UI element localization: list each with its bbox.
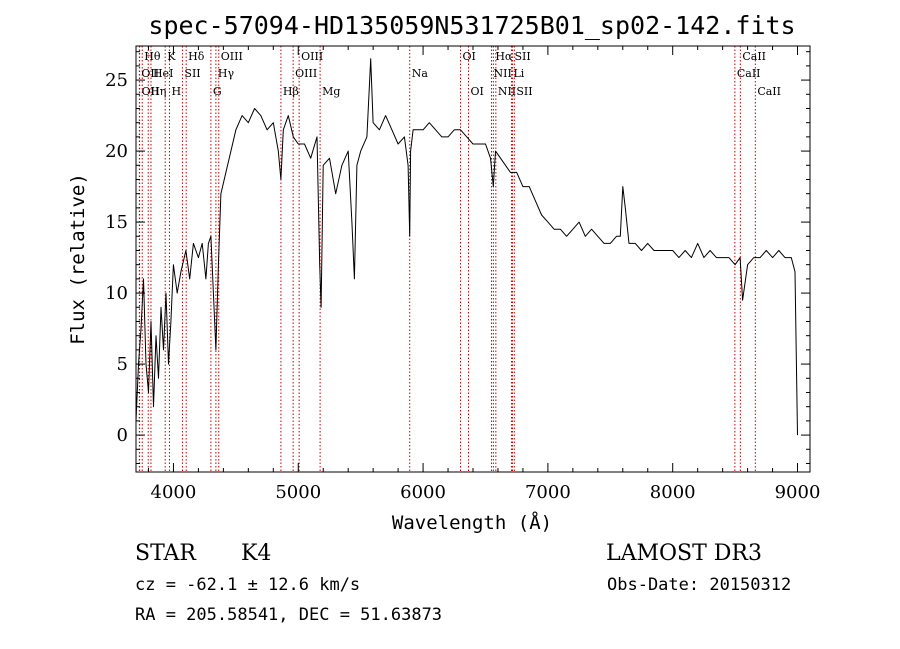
line-marker-label-16: Na (412, 67, 429, 80)
line-marker-label-17: OI (463, 50, 476, 63)
line-marker-label-25: CaII (737, 67, 761, 80)
spectrum-series-line (135, 58, 798, 436)
line-marker-label-4: HeI (153, 67, 173, 80)
y-tick-label: 15 (105, 212, 128, 233)
y-tick-label: 20 (105, 141, 128, 162)
line-marker-label-0: Hθ (144, 50, 161, 63)
line-marker-label-14: OIII (301, 50, 323, 63)
line-marker-label-27: CaII (757, 85, 781, 98)
y-axis-ticks: 0 5 10 15 20 25 (105, 51, 810, 464)
x-axis-ticks: 4000 5000 6000 7000 8000 9000 (147, 46, 821, 503)
line-marker-label-12: Hβ (283, 85, 299, 98)
observation-date: Obs-Date: 20150312 (607, 575, 791, 595)
line-marker-label-13: OIII (295, 67, 317, 80)
x-tick-label: 8000 (650, 482, 696, 503)
line-marker-label-24: SII (516, 85, 532, 98)
survey-name: LAMOST DR3 (606, 541, 762, 566)
line-marker-label-19: NII (493, 67, 511, 80)
line-marker-label-9: G (213, 85, 222, 98)
line-marker-label-18: OI (471, 85, 484, 98)
spectral-subclass: K4 (241, 541, 271, 566)
line-marker-label-5: K (167, 50, 176, 63)
x-tick-label: 4000 (151, 482, 197, 503)
line-marker-label-1: OII (141, 67, 159, 80)
line-marker-label-26: CaII (742, 50, 766, 63)
coordinates: RA = 205.58541, DEC = 51.63873 (135, 605, 442, 625)
x-tick-label: 7000 (525, 482, 571, 503)
spectral-line-labels: HθOIIOIIHηHeIKHSIIHδGHγOIIIHβOIIIOIIIMgN… (141, 50, 781, 98)
redshift-cz: cz = -62.1 ± 12.6 km/s (135, 575, 360, 595)
line-marker-label-22: Li (513, 67, 524, 80)
x-tick-label: 5000 (275, 482, 321, 503)
line-marker-label-10: Hγ (218, 67, 235, 80)
line-marker-label-8: Hδ (188, 50, 205, 63)
y-tick-label: 5 (117, 354, 128, 375)
spectral-line-markers (138, 46, 756, 472)
y-tick-label: 10 (105, 283, 128, 304)
line-marker-label-21: NII (498, 85, 516, 98)
x-axis-label: Wavelength (Å) (392, 511, 552, 534)
line-marker-label-2: OII (142, 85, 160, 98)
x-tick-label: 9000 (775, 482, 821, 503)
line-marker-label-6: H (171, 85, 181, 98)
plot-frame (135, 45, 811, 473)
line-marker-label-7: SII (184, 67, 200, 80)
line-marker-label-15: Mg (322, 85, 340, 98)
y-tick-label: 0 (117, 425, 128, 446)
x-tick-label: 6000 (400, 482, 446, 503)
y-tick-label: 25 (105, 70, 128, 91)
chart-title: spec-57094-HD135059N531725B01_sp02-142.f… (148, 11, 795, 40)
line-marker-label-3: Hη (150, 85, 166, 98)
line-marker-label-11: OIII (221, 50, 243, 63)
line-marker-label-20: Hα (495, 50, 513, 63)
line-marker-label-23: SII (514, 50, 530, 63)
plot-area: HθOIIOIIHηHeIKHSIIHδGHγOIIIHβOIIIOIIIMgN… (105, 45, 821, 503)
object-type: STAR (135, 541, 197, 566)
y-axis-label: Flux (relative) (67, 173, 89, 345)
